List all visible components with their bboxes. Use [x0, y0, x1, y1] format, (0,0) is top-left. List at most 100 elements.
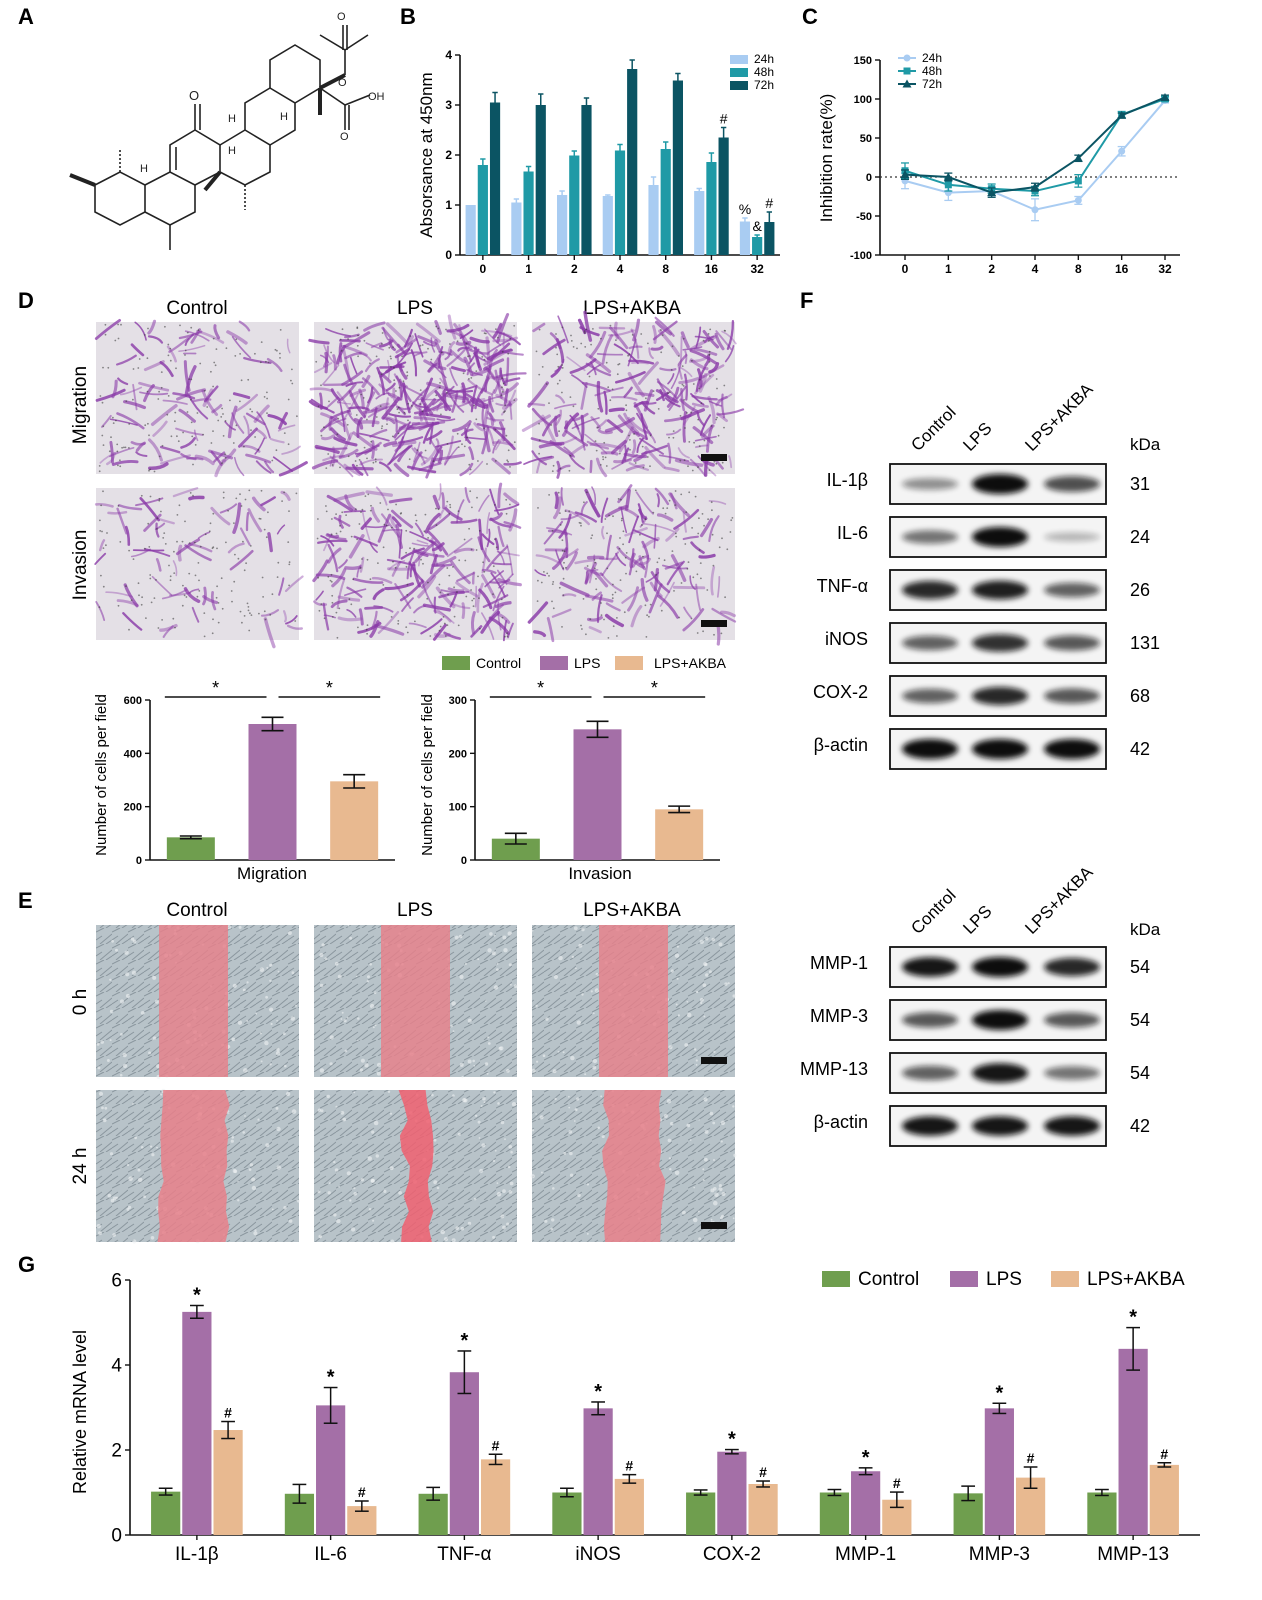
stained-cell — [119, 386, 143, 396]
membrane-pore — [447, 593, 449, 596]
cell-speck — [367, 1156, 373, 1161]
cell-speck — [450, 1024, 453, 1028]
stained-cell — [238, 427, 258, 448]
membrane-pore — [339, 338, 342, 341]
micrograph-background — [314, 488, 517, 640]
significance-marker: * — [594, 1381, 602, 1403]
cell-speck — [160, 1093, 163, 1096]
stained-cell — [311, 459, 339, 470]
membrane-pore — [176, 435, 178, 438]
stained-cell — [360, 517, 372, 530]
membrane-pore — [366, 418, 368, 421]
membrane-pore — [385, 524, 388, 527]
cell-speck — [357, 1039, 359, 1042]
stained-cell — [617, 414, 641, 437]
membrane-pore — [469, 490, 472, 493]
membrane-pore — [375, 416, 378, 418]
membrane-pore — [173, 572, 176, 574]
stained-cell — [337, 382, 357, 404]
membrane-pore — [365, 628, 368, 631]
membrane-pore — [569, 454, 572, 457]
membrane-pore — [294, 620, 297, 622]
membrane-pore — [456, 591, 458, 593]
stained-cell — [344, 331, 371, 348]
y-tick-label: 3 — [445, 98, 452, 112]
membrane-pore — [235, 497, 238, 500]
membrane-pore — [509, 337, 512, 340]
bar — [316, 1405, 346, 1535]
membrane-pore — [124, 446, 127, 449]
membrane-pore — [125, 585, 127, 587]
protein-band — [902, 1065, 958, 1081]
stained-cell — [580, 414, 585, 442]
cell-speck — [328, 1020, 331, 1023]
cell-speck — [732, 1105, 735, 1108]
cell-speck — [581, 993, 584, 996]
cell-speck — [674, 953, 680, 958]
cell-speck — [571, 955, 575, 959]
cell-speck — [552, 1187, 555, 1190]
stained-cell — [689, 349, 717, 365]
cell-speck — [283, 1206, 287, 1210]
membrane-pore — [225, 347, 228, 350]
membrane-pore — [438, 583, 441, 586]
stained-cell — [494, 601, 512, 609]
stained-cell — [492, 439, 500, 454]
cell-speck — [578, 943, 583, 948]
stained-cell — [432, 623, 447, 641]
membrane-pore — [375, 355, 378, 358]
micrograph-image — [527, 484, 737, 646]
stained-cell — [400, 547, 425, 560]
stained-cell — [452, 420, 472, 433]
stained-cell — [330, 599, 348, 609]
stained-cell — [720, 610, 736, 618]
protein-label: MMP-1 — [810, 953, 868, 973]
membrane-pore — [448, 574, 451, 577]
stained-cell — [648, 347, 654, 360]
membrane-pore — [552, 581, 555, 583]
stained-cell — [330, 427, 346, 442]
stained-cell — [555, 549, 565, 571]
membrane-pore — [250, 614, 253, 616]
stained-cell — [135, 451, 148, 457]
micrograph-image — [308, 313, 527, 479]
stained-cell — [188, 588, 200, 594]
membrane-pore — [106, 532, 108, 534]
stained-cell — [356, 564, 362, 578]
stained-cell — [450, 366, 466, 373]
membrane-pore — [128, 549, 131, 552]
stained-cell — [467, 379, 493, 396]
membrane-pore — [117, 464, 119, 467]
y-tick-label: 400 — [124, 748, 142, 760]
cell-speck — [251, 1185, 257, 1191]
cell-speck — [287, 931, 292, 935]
kda-value: 42 — [1130, 1116, 1150, 1136]
atom-label: H — [228, 113, 236, 125]
stained-cell — [474, 585, 478, 608]
stained-cell — [495, 393, 513, 407]
cell-speck — [513, 984, 518, 988]
stained-cell — [393, 462, 410, 478]
membrane-pore — [688, 441, 691, 443]
stained-cell — [348, 534, 365, 559]
membrane-pore — [184, 354, 186, 356]
membrane-pore — [717, 434, 720, 437]
membrane-pore — [399, 512, 402, 515]
scale-bar — [701, 454, 727, 461]
membrane-pore — [212, 430, 214, 432]
membrane-pore — [149, 577, 152, 580]
membrane-pore — [445, 328, 447, 331]
cell-speck — [573, 1120, 576, 1122]
stained-cell — [628, 359, 655, 365]
membrane-pore — [535, 350, 538, 353]
stained-cell — [491, 389, 496, 403]
stained-cell — [456, 499, 465, 524]
stained-cell — [219, 503, 238, 514]
protein-band — [1044, 532, 1100, 542]
stained-cell — [116, 354, 137, 366]
membrane-pore — [620, 498, 622, 501]
bar — [552, 1492, 582, 1535]
stained-cell — [394, 348, 410, 359]
membrane-pore — [710, 501, 713, 504]
x-tick-label: 8 — [1075, 262, 1082, 276]
